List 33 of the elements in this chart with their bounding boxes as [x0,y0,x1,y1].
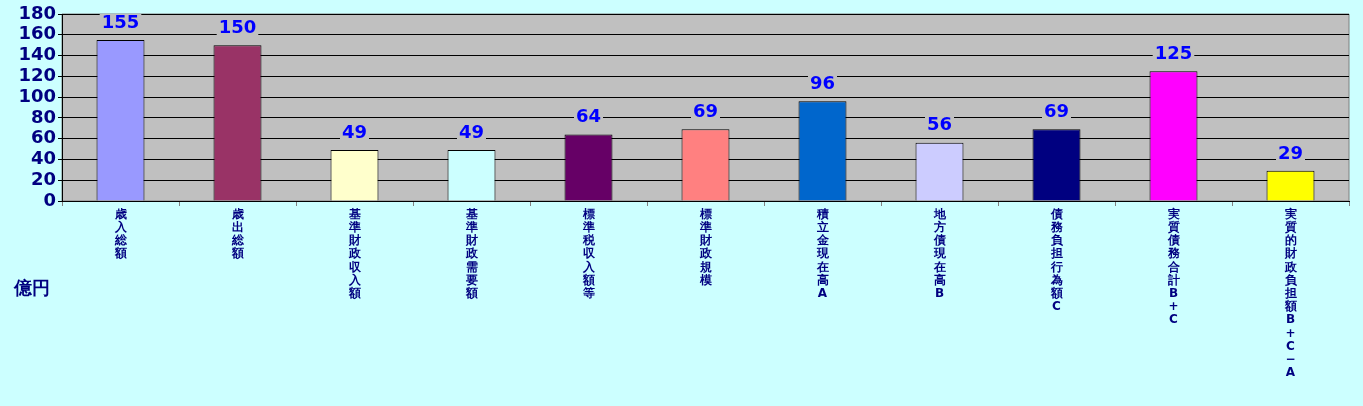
data-label: 69 [1043,99,1070,121]
x-tick-label: 歳出総額 [230,206,245,261]
y-tick-label: 180 [18,1,56,23]
x-tick-label: 標準財政規模 [698,206,713,287]
category-label: 実質債務合計B+C [1167,206,1180,327]
data-label: 56 [926,113,953,135]
data-label: 155 [101,10,140,32]
x-tick-label: 基準財政需要額 [464,206,479,300]
y-tick-label: 100 [18,84,56,106]
data-label: 49 [341,120,368,142]
data-label: 96 [809,71,836,93]
data-label: 49 [458,120,485,142]
y-tick-label: 80 [30,105,56,127]
y-tick-label: 120 [18,64,56,86]
data-label: 150 [218,15,257,37]
y-axis-title: 億円 [14,276,50,300]
category-label: 実質的財政負担額B+C−A [1284,206,1297,380]
x-tick-label: 標準税収入額等 [581,206,596,300]
x-tick-label: 歳入総額 [113,206,128,261]
data-label: 64 [575,105,602,127]
x-tick-label: 地方債現在高B [932,206,947,300]
y-tick-label: 140 [18,43,56,65]
x-tick-label: 積立金現在高A [815,206,830,300]
x-tick-label: 債務負担行為額C [1049,206,1064,314]
y-tick-label: 60 [30,126,56,148]
y-tick-label: 160 [18,22,56,44]
y-tick-label: 0 [43,188,56,210]
data-label: 125 [1154,41,1193,63]
x-tick-label: 基準財政収入額 [347,206,362,300]
y-tick-label: 20 [30,167,56,189]
data-label: 29 [1277,141,1304,163]
y-tick-label: 40 [30,147,56,169]
data-label: 69 [692,99,719,121]
